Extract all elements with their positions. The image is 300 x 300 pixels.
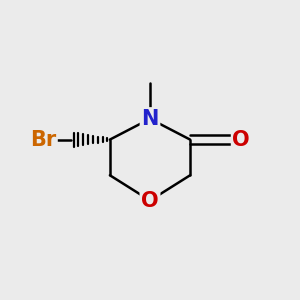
Text: O: O xyxy=(141,190,159,211)
Text: O: O xyxy=(232,130,250,150)
Text: Br: Br xyxy=(30,130,56,150)
Text: N: N xyxy=(141,109,159,129)
